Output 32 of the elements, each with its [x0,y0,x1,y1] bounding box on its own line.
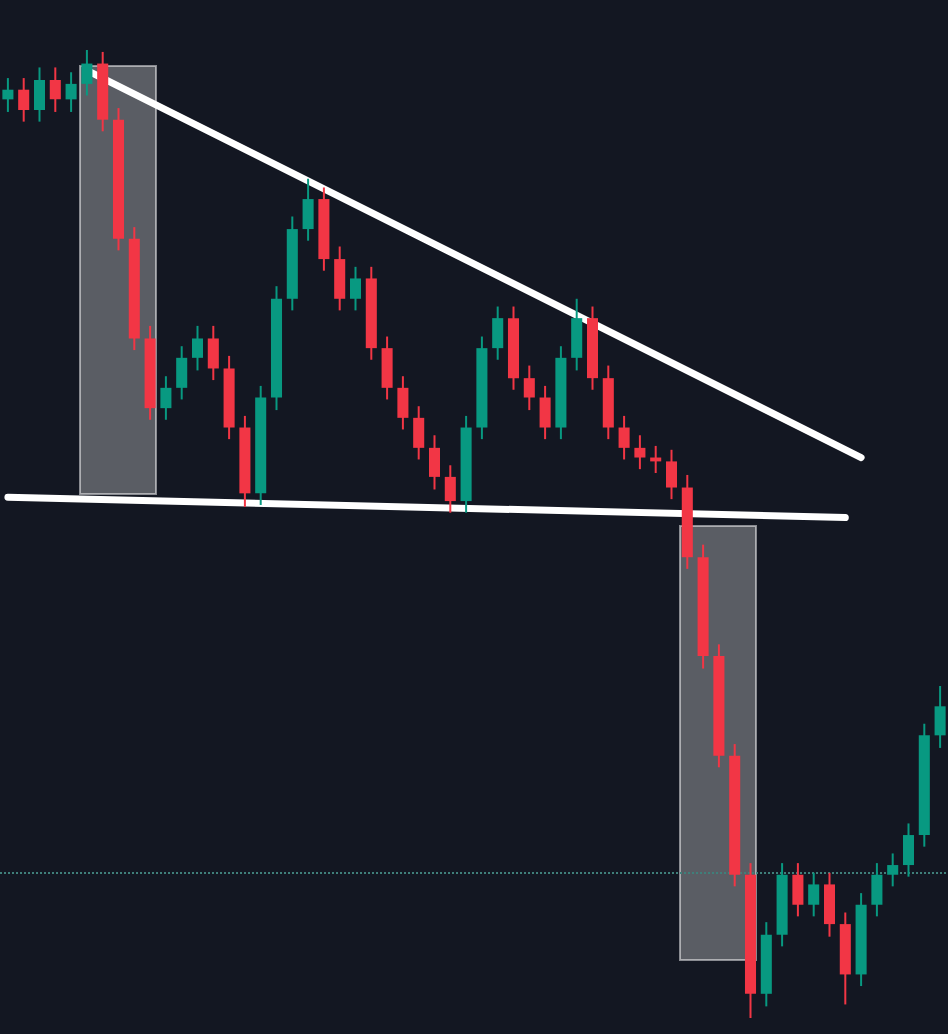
candlestick [523,364,535,412]
candlestick [207,324,219,382]
candlestick [618,414,630,461]
candlestick [33,66,46,123]
candlestick [49,66,61,113]
candlestick [539,384,551,441]
candlestick [381,335,393,401]
candlestick [823,871,836,938]
candlestick [934,684,946,749]
candlestick [665,448,678,501]
candlestick [413,405,425,461]
candlestick [492,305,504,361]
candlestick [634,434,646,471]
candlestick [444,464,456,514]
candlestick [808,871,820,918]
candlestick [81,49,93,97]
candlestick [428,434,441,491]
candlestick [902,822,915,878]
candlestick [176,345,188,401]
candlestick [397,375,409,431]
candlestick [334,245,346,312]
candlestick [887,852,899,888]
candlestick [349,265,362,312]
candlestick [871,862,883,918]
candlestick [18,77,30,123]
candlestick [160,375,172,421]
candlestick [792,862,804,918]
candlestick [2,77,14,113]
candlestick [302,177,314,242]
candlestick [65,71,77,113]
candlestick [571,297,583,372]
candlestick [191,324,204,372]
